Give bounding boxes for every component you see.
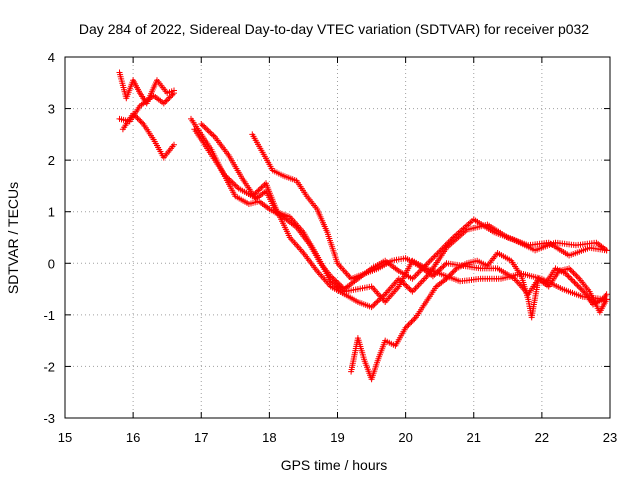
data-point-marker [575,283,582,290]
x-tick-label: 23 [603,430,617,445]
data-series [249,131,610,308]
x-tick-label: 21 [467,430,481,445]
x-tick-label: 22 [535,430,549,445]
data-point-marker [603,247,610,254]
x-tick-label: 17 [194,430,208,445]
data-point-marker [603,291,610,298]
x-tick-label: 15 [58,430,72,445]
x-tick-label: 19 [330,430,344,445]
y-tick-label: 0 [48,256,55,271]
data-point-marker [168,93,175,99]
y-tick-label: -3 [43,411,55,426]
y-tick-label: 1 [48,205,55,220]
x-tick-label: 16 [126,430,140,445]
y-axis-title: SDTVAR / TECUs [5,182,21,294]
data-series [191,126,610,311]
data-point-marker [564,272,571,279]
y-tick-label: -1 [43,308,55,323]
data-point-marker [603,296,610,303]
data-point-marker [171,90,177,97]
data-point-marker [138,119,145,126]
data-series [348,250,610,383]
chart-title: Day 284 of 2022, Sidereal Day-to-day VTE… [79,21,589,37]
data-series [119,110,177,161]
x-axis-title: GPS time / hours [281,457,388,473]
data-point-marker [171,141,177,148]
y-tick-label: -2 [43,359,55,374]
y-tick-label: 4 [48,50,55,65]
y-tick-label: 3 [48,102,55,117]
x-tick-label: 18 [262,430,276,445]
data-point-marker [447,271,454,278]
y-tick-label: 2 [48,153,55,168]
x-tick-label: 20 [398,430,412,445]
data-series-group [116,69,610,383]
